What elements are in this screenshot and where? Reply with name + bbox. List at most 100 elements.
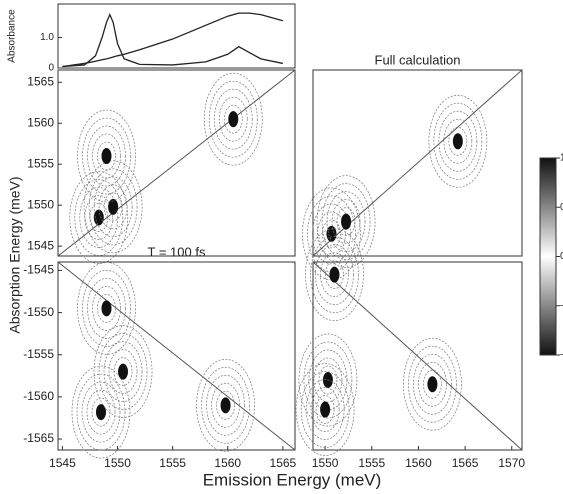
x-tick-label: 1555 — [159, 456, 186, 470]
contour-ring — [201, 366, 250, 444]
contour-ring — [196, 358, 255, 452]
contour-ring — [315, 244, 354, 305]
contour-ring — [93, 176, 133, 238]
contour-ring — [310, 387, 340, 432]
panel-title: Full calculation — [375, 52, 461, 67]
y-tick-label: -1565 — [23, 431, 54, 445]
contour-ring — [203, 72, 263, 166]
y-tick-label: 1565 — [27, 74, 54, 88]
y-tick-label: -1550 — [23, 305, 54, 319]
x-tick-label: 1565 — [270, 456, 297, 470]
contour-ring — [216, 390, 235, 420]
y-label: Absorbance — [7, 9, 18, 63]
y-axis-label: Absorption Energy (meV) — [7, 176, 23, 333]
contour-ring — [211, 382, 240, 428]
y-tick-label: 0 — [560, 251, 563, 262]
diagonal — [57, 261, 296, 451]
contour-ring — [336, 207, 356, 236]
y-tick-label: -1545 — [23, 263, 54, 277]
panel-frame — [312, 69, 523, 257]
contour-ring — [305, 228, 364, 321]
contour-peak — [108, 198, 119, 215]
contour-ring — [92, 133, 121, 179]
y-tick-label: -1560 — [23, 389, 54, 403]
contour-peak — [427, 376, 438, 393]
contour-ring — [91, 397, 111, 427]
x-tick-label: 1560 — [405, 456, 432, 470]
contour-ring — [321, 183, 371, 260]
contour-ring — [92, 286, 121, 331]
contour-peak — [329, 266, 340, 283]
y-tick-label: 1550 — [27, 197, 54, 211]
contour-ring — [322, 219, 341, 249]
contour-ring — [87, 278, 126, 339]
panel-frame — [57, 69, 296, 257]
contour-ring — [315, 395, 335, 424]
contour-ring — [403, 337, 462, 431]
contour-ring — [108, 349, 138, 394]
contour-ring — [76, 373, 126, 451]
contour-ring — [74, 179, 124, 256]
contour-ring — [325, 260, 344, 289]
contour-ring — [83, 160, 143, 254]
contour-ring — [295, 363, 355, 456]
contour-ring — [218, 96, 248, 142]
contour-ring — [320, 252, 349, 297]
contour-ring — [326, 191, 366, 252]
y-tick-label: 0 — [48, 63, 54, 74]
contour-ring — [213, 88, 253, 150]
panel-frame — [312, 261, 523, 451]
colorbar — [539, 157, 557, 356]
contour-ring — [71, 365, 131, 459]
contour-ring — [413, 353, 452, 415]
contour-ring — [208, 80, 258, 158]
contour-ring — [331, 199, 361, 244]
contour-peak — [326, 225, 337, 242]
contour-ring — [310, 236, 359, 313]
contour-ring — [433, 102, 483, 180]
x-tick-label: 1550 — [104, 456, 131, 470]
contour-peak — [320, 401, 331, 418]
contour-peak — [220, 397, 231, 414]
contour-ring — [97, 141, 116, 171]
contour-ring — [316, 175, 376, 268]
x-axis-label: Emission Energy (meV) — [203, 470, 382, 489]
contour-peak — [118, 363, 129, 380]
contour-ring — [93, 325, 153, 418]
contour-ring — [418, 361, 447, 407]
y-tick-label: 1.0 — [560, 153, 563, 164]
contour-ring — [223, 104, 243, 134]
y-tick-label: -1.0 — [560, 350, 563, 361]
contour-ring — [443, 118, 473, 164]
x-tick-label: 1570 — [498, 456, 525, 470]
contour-ring — [303, 341, 353, 419]
contour-ring — [428, 94, 488, 188]
contour-ring — [318, 365, 338, 395]
contour-ring — [98, 184, 128, 230]
contour-ring — [87, 125, 126, 187]
y-tick-label: -1555 — [23, 347, 54, 361]
contour-peak — [101, 148, 112, 165]
y-tick-label: 1560 — [27, 115, 54, 129]
contour-ring — [317, 211, 346, 257]
x-tick-label: 1565 — [452, 456, 479, 470]
contour-ring — [79, 187, 119, 248]
contour-peak — [341, 213, 352, 230]
contour-ring — [423, 369, 442, 399]
x-tick-label: 1560 — [214, 456, 241, 470]
contour-ring — [408, 345, 457, 423]
contour-ring — [312, 203, 351, 265]
y-tick-label: 1.0 — [40, 32, 54, 43]
contour-ring — [438, 110, 478, 172]
contour-ring — [88, 168, 138, 246]
contour-ring — [448, 126, 468, 156]
absorbance-curve — [62, 12, 284, 68]
contour-ring — [113, 357, 133, 386]
y-tick-label: 1545 — [27, 238, 54, 252]
contour-ring — [69, 171, 129, 264]
contour-ring — [77, 262, 136, 355]
absorbance-curve — [62, 13, 284, 68]
x-tick-label: 1550 — [312, 456, 339, 470]
